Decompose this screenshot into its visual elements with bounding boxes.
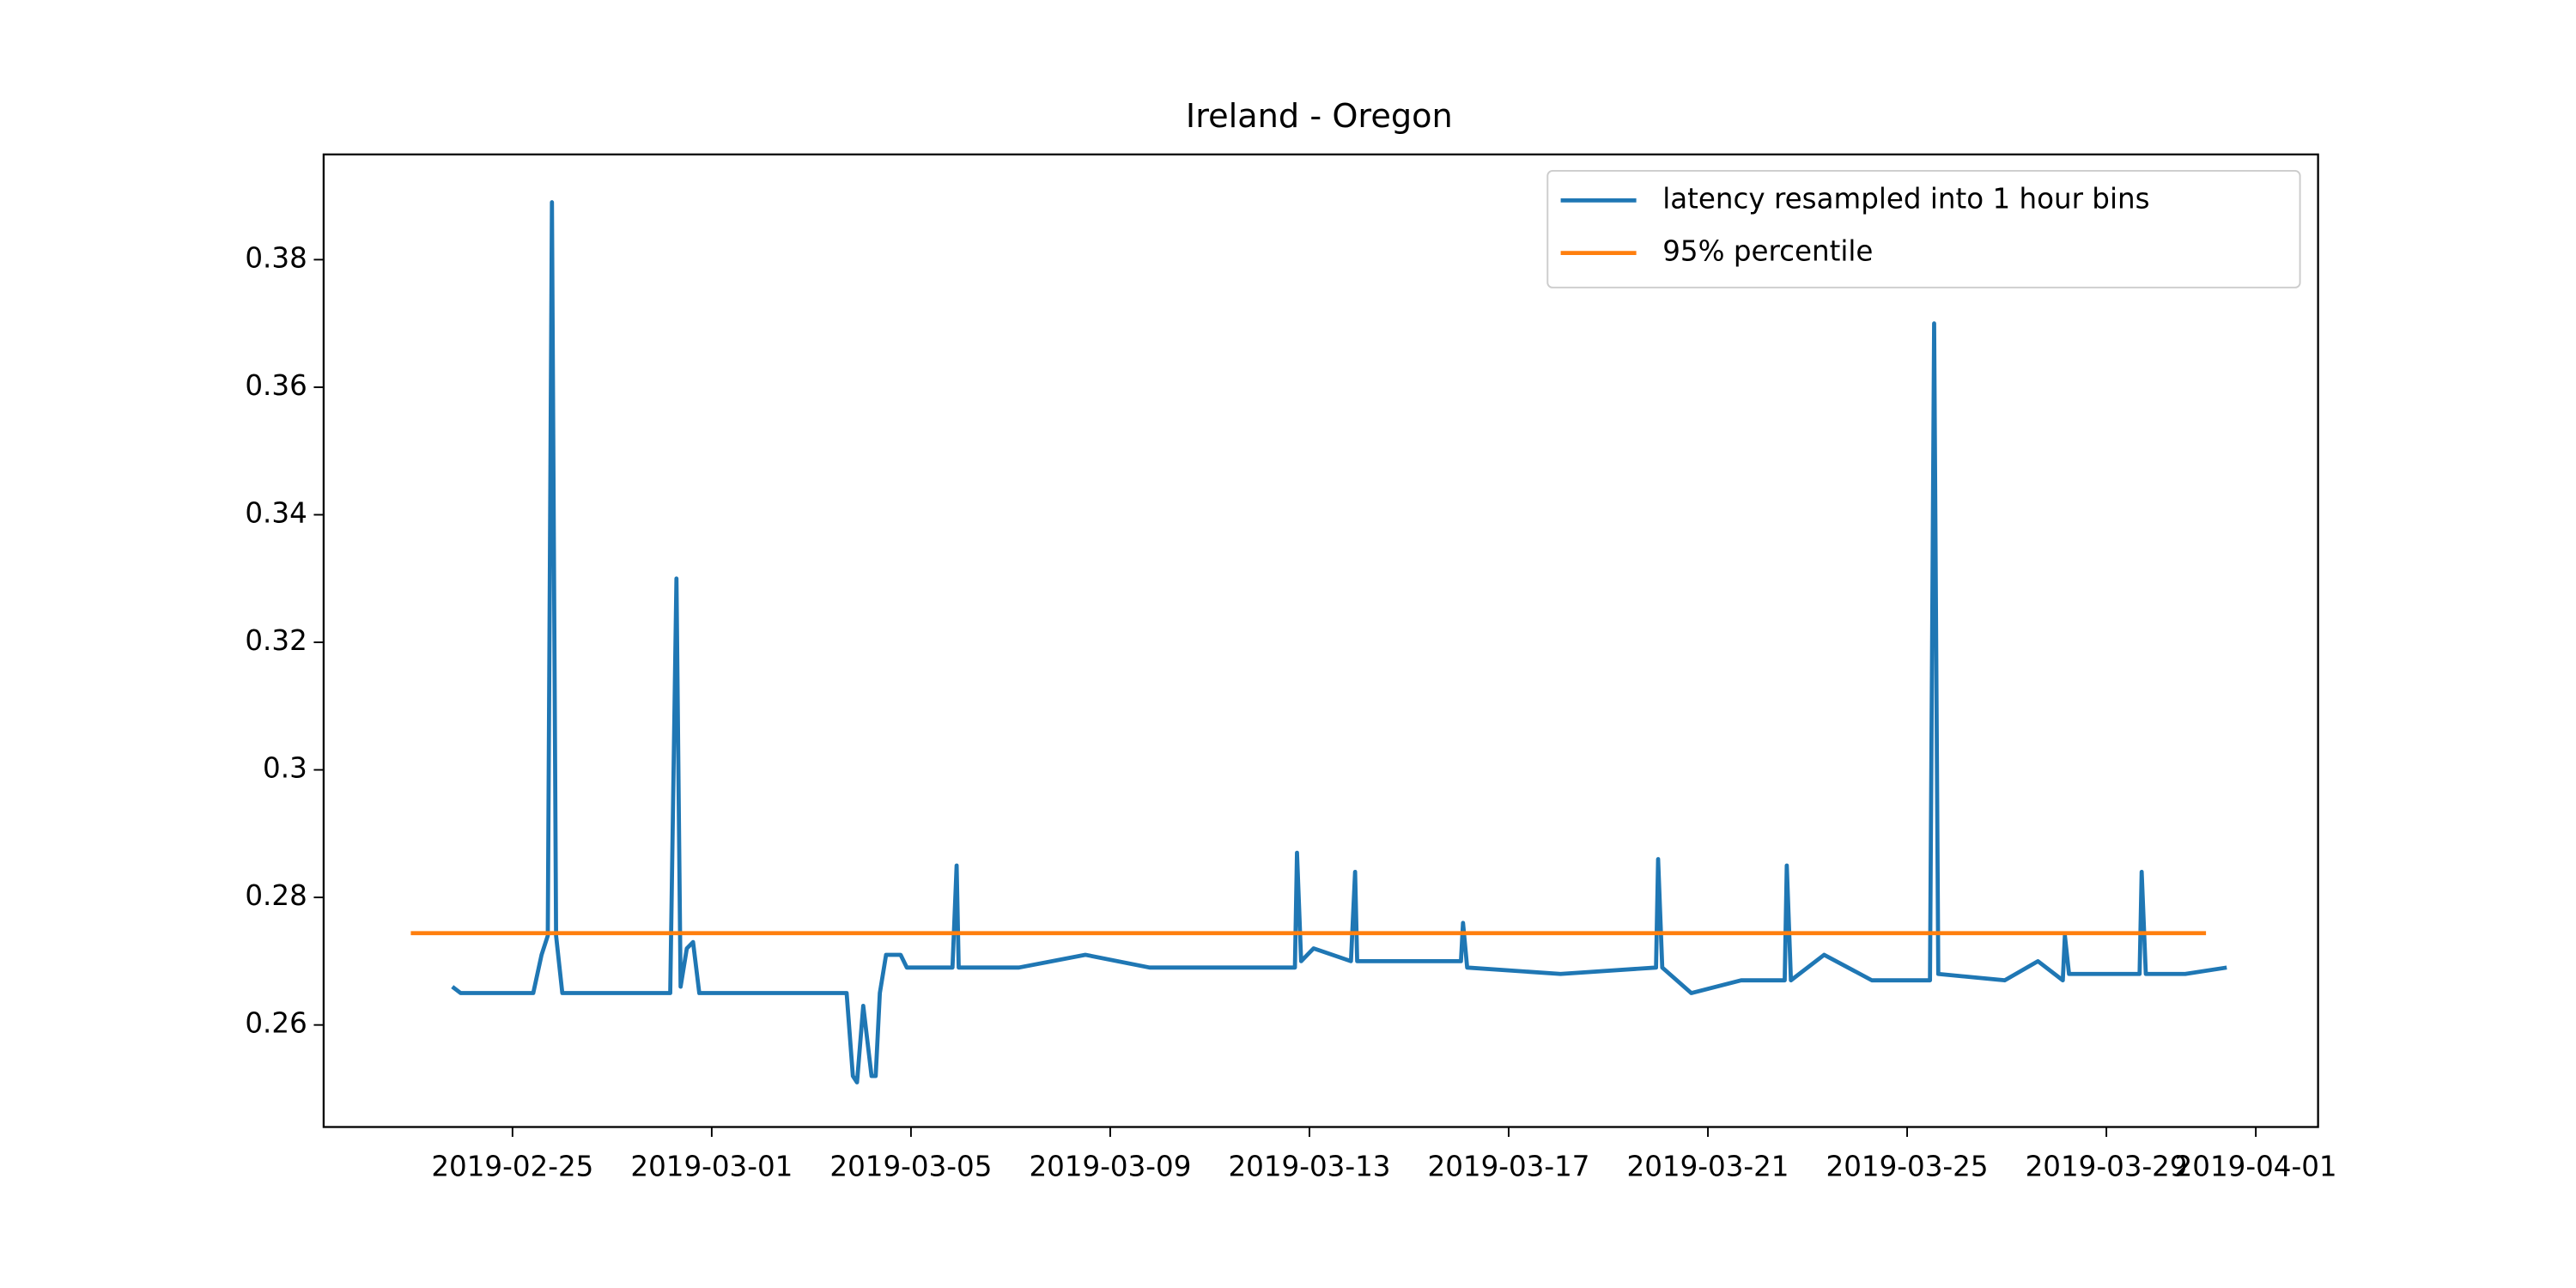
x-tick-label: 2019-03-09 [1029,1150,1191,1182]
y-tick-label: 0.38 [245,241,307,274]
legend-label: latency resampled into 1 hour bins [1662,182,2149,215]
x-tick-label: 2019-03-21 [1627,1150,1789,1182]
x-tick-label: 2019-03-13 [1228,1150,1390,1182]
y-tick-label: 0.36 [245,369,307,402]
legend-box [1546,170,2301,289]
x-tick-label: 2019-04-01 [2175,1150,2337,1182]
x-tick-label: 2019-03-25 [1826,1150,1989,1182]
series-line [451,200,2227,1084]
x-tick-label: 2019-03-01 [630,1150,793,1182]
x-tick-label: 2019-03-05 [829,1150,992,1182]
y-tick-label: 0.28 [245,879,307,912]
x-tick-label: 2019-02-25 [431,1150,593,1182]
y-tick-label: 0.34 [245,496,307,529]
y-tick-label: 0.3 [263,752,307,785]
x-tick-label: 2019-03-29 [2026,1150,2188,1182]
x-tick-label: 2019-03-17 [1428,1150,1590,1182]
legend: latency resampled into 1 hour bins 95% pe… [1546,170,2301,289]
y-tick-label: 0.32 [245,624,307,657]
y-tick-label: 0.26 [245,1007,307,1040]
legend-label: 95% percentile [1662,235,1873,268]
chart-title: Ireland - Oregon [1186,97,1453,136]
plot-frame [322,153,2319,1128]
